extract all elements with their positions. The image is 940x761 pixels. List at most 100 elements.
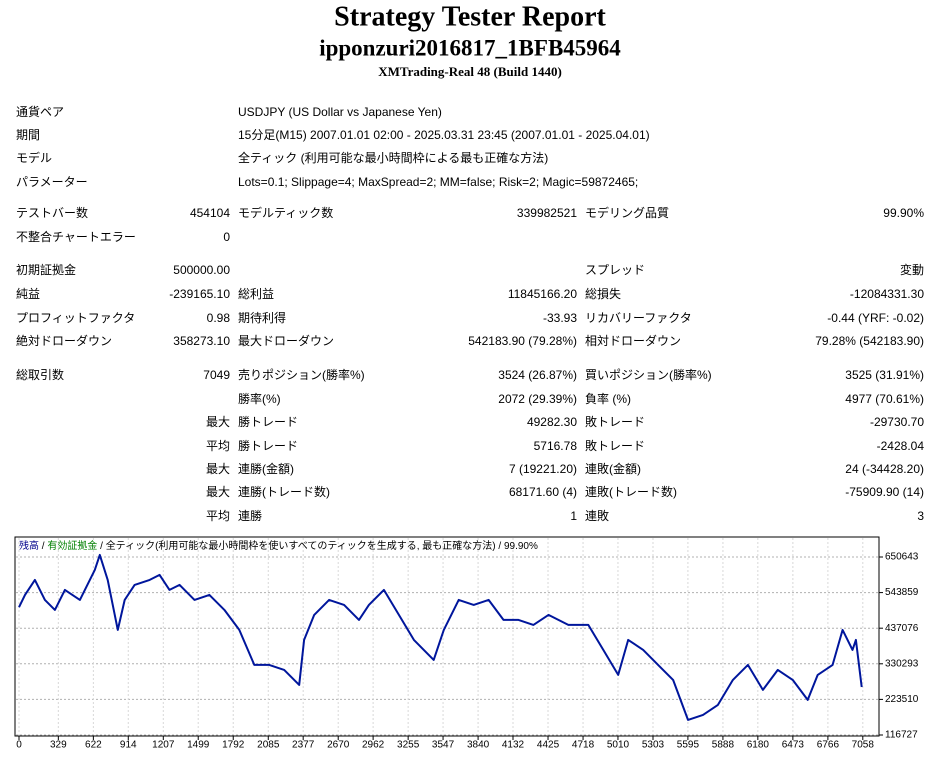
stat-value: 3525 (31.91%) <box>845 368 924 382</box>
report-title: Strategy Tester Report <box>334 1 606 32</box>
stat-value: 454104 <box>190 206 230 220</box>
stat-label: 期待利得 <box>238 310 286 325</box>
setting-label: 期間 <box>16 128 40 142</box>
stat-value: -33.93 <box>543 311 577 325</box>
setting-label: パラメーター <box>16 175 88 189</box>
chart-frame <box>14 536 880 737</box>
legend-separator: / <box>39 541 47 552</box>
stat-value: 1 <box>570 509 577 523</box>
stat-label: 連敗(トレード数) <box>585 484 677 499</box>
y-tick-label: 223510 <box>885 694 919 705</box>
x-tick-label: 5888 <box>712 740 735 751</box>
stat-label: テストバー数 <box>16 205 88 220</box>
stat-label: 勝率(%) <box>238 391 281 406</box>
stat-label: 連勝(トレード数) <box>238 484 330 499</box>
stat-label: 初期証拠金 <box>16 262 76 277</box>
balance-line <box>18 553 863 721</box>
stat-value: -0.44 (YRF: -0.02) <box>827 311 924 325</box>
legend-item: 全ティック(利用可能な最小時間枠を使いすべてのティックを生成する, 最も正確な方… <box>106 539 496 552</box>
stat-value: 99.90% <box>883 206 924 220</box>
stat-value: 358273.10 <box>173 334 230 348</box>
stat-label: 買いポジション(勝率%) <box>585 367 712 382</box>
x-tick-label: 5010 <box>607 740 630 751</box>
stat-value: 最大 <box>206 415 230 429</box>
x-tick-label: 2377 <box>292 740 315 751</box>
legend-separator: / <box>97 541 105 552</box>
stat-label: 勝トレード <box>238 414 298 429</box>
stat-label: 勝トレード <box>238 438 298 453</box>
x-tick-label: 622 <box>85 740 102 751</box>
stat-value: 7049 <box>203 368 230 382</box>
x-tick-label: 2670 <box>327 740 350 751</box>
legend-item: 残高 <box>19 539 39 552</box>
stat-value: 0.98 <box>207 311 231 325</box>
stat-label: 負率 (%) <box>585 391 631 406</box>
y-tick-label: 543859 <box>885 587 919 598</box>
stat-label: 総取引数 <box>16 367 64 382</box>
x-tick-label: 0 <box>16 740 22 751</box>
stat-value: 最大 <box>206 485 230 499</box>
stat-value: 49282.30 <box>527 415 577 429</box>
stat-label: 最大ドローダウン <box>238 333 334 348</box>
setting-value: 全ティック (利用可能な最小時間枠による最も正確な方法) <box>238 150 548 165</box>
stat-value: -239165.10 <box>169 287 230 301</box>
y-tick-label: 330293 <box>885 658 919 669</box>
stat-label: 総損失 <box>585 286 621 301</box>
x-tick-label: 1792 <box>222 740 245 751</box>
stat-value: 79.28% (542183.90) <box>815 334 924 348</box>
stat-label: 連敗(金額) <box>585 461 641 476</box>
y-tick-label: 437076 <box>885 623 919 634</box>
stat-label: 連敗 <box>585 508 609 523</box>
stat-label: リカバリーファクタ <box>585 311 692 325</box>
x-tick-label: 1207 <box>152 740 175 751</box>
stat-value: 24 (-34428.20) <box>845 462 924 476</box>
stat-value: 500000.00 <box>173 263 230 277</box>
stat-value: -29730.70 <box>870 415 924 429</box>
stat-label: プロフィットファクタ <box>16 311 135 325</box>
legend: 残高 / 有効証拠金 / 全ティック(利用可能な最小時間枠を使いすべてのティック… <box>19 539 538 552</box>
stat-label: 敗トレード <box>585 414 645 429</box>
report-subtitle: ipponzuri2016817_1BFB45964 <box>319 35 621 60</box>
stat-value: 3524 (26.87%) <box>498 368 577 382</box>
stat-label: 敗トレード <box>585 438 645 453</box>
stat-value: 平均 <box>206 509 230 523</box>
setting-label: モデル <box>16 150 52 165</box>
setting-label: 通貨ペア <box>16 104 64 119</box>
stat-value: 2072 (29.39%) <box>498 392 577 406</box>
stat-label: 純益 <box>16 287 40 301</box>
x-tick-label: 4425 <box>537 740 560 751</box>
legend-item: 有効証拠金 <box>47 539 97 552</box>
stat-label: 総利益 <box>238 287 274 301</box>
x-tick-label: 3547 <box>432 740 455 751</box>
x-tick-label: 2962 <box>362 740 385 751</box>
stat-label: 連勝 <box>238 508 262 523</box>
stat-value: -75909.90 (14) <box>845 485 924 499</box>
legend-separator: / <box>496 541 504 552</box>
x-tick-label: 6473 <box>782 740 805 751</box>
stat-label: 絶対ドローダウン <box>16 333 112 348</box>
stat-value: 339982521 <box>517 206 577 220</box>
x-tick-label: 329 <box>50 740 67 751</box>
stat-value: 平均 <box>206 439 230 453</box>
setting-value: USDJPY (US Dollar vs Japanese Yen) <box>238 105 442 119</box>
x-tick-label: 1499 <box>187 740 210 751</box>
stat-value: 4977 (70.61%) <box>845 392 924 406</box>
stat-label: 連勝(金額) <box>238 461 294 476</box>
server: XMTrading-Real 48 (Build 1440) <box>378 64 562 79</box>
stat-label: モデリング品質 <box>585 205 669 220</box>
x-tick-label: 7058 <box>852 740 875 751</box>
stat-label: 売りポジション(勝率%) <box>238 367 365 382</box>
stat-value: 0 <box>223 230 230 244</box>
stat-label: モデルティック数 <box>238 205 333 220</box>
x-tick-label: 2085 <box>257 740 280 751</box>
setting-value: Lots=0.1; Slippage=4; MaxSpread=2; MM=fa… <box>238 175 638 189</box>
y-tick-label: 116727 <box>885 730 918 741</box>
x-tick-label: 3840 <box>467 740 490 751</box>
stat-value: 変動 <box>900 262 924 277</box>
x-tick-label: 5595 <box>677 740 700 751</box>
stat-value: 最大 <box>206 462 230 476</box>
x-tick-label: 914 <box>120 740 137 751</box>
stat-value: 7 (19221.20) <box>509 462 577 476</box>
